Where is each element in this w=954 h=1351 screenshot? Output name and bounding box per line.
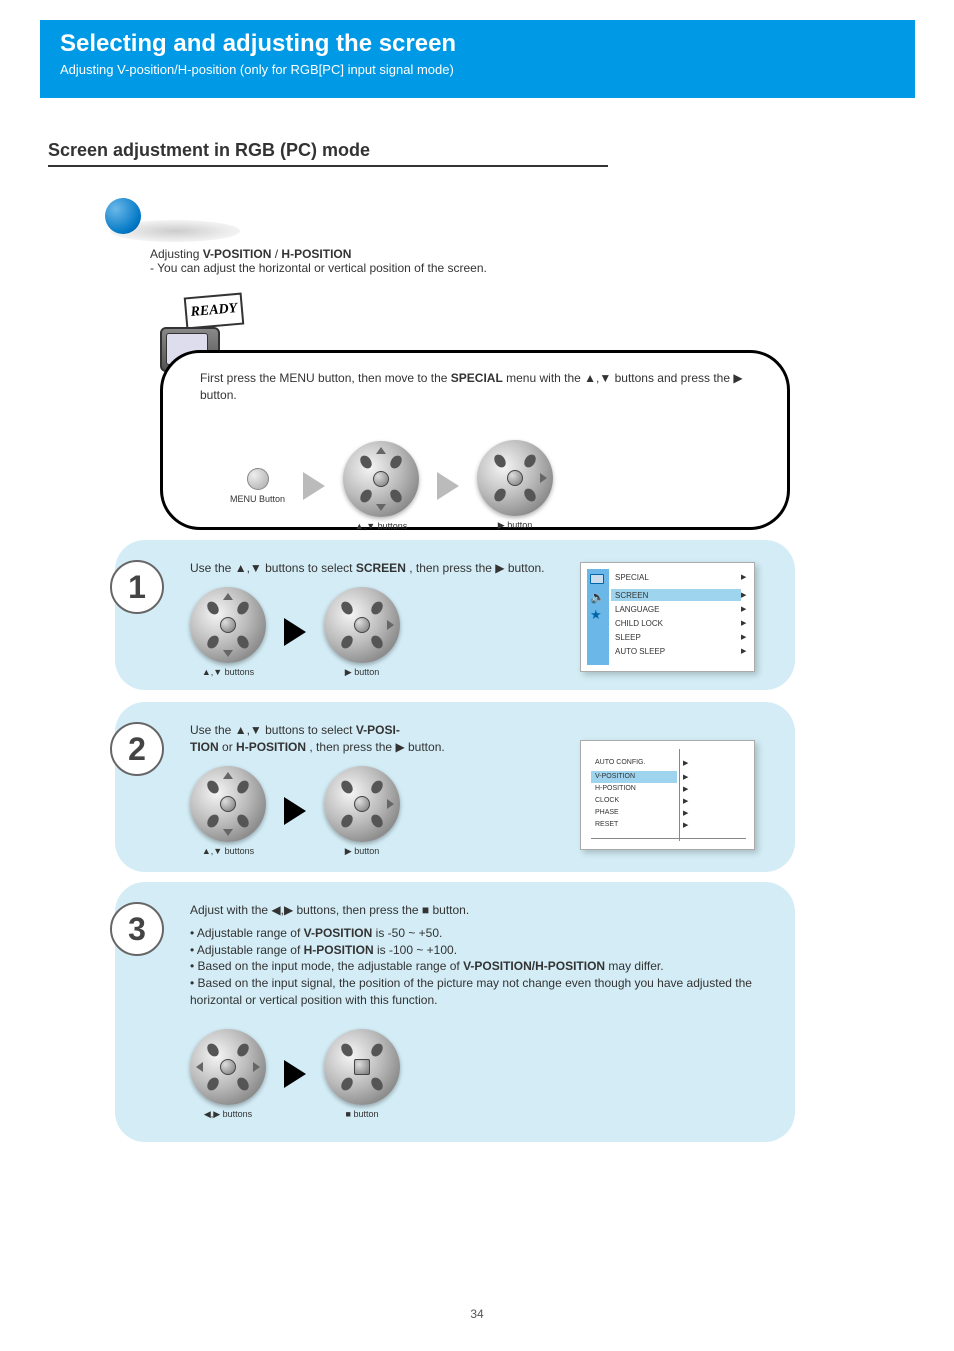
s1-right-label: ▶ button bbox=[345, 667, 379, 678]
osd-arrow: ▶ bbox=[741, 647, 747, 655]
right-label: ▶ button bbox=[477, 520, 553, 531]
s3-b2-b: H-POSITION bbox=[304, 943, 374, 957]
osd-item: LANGUAGE bbox=[615, 605, 659, 614]
s3-enter-label: ■ button bbox=[346, 1109, 379, 1119]
bubble-text: First press the MENU button, then move t… bbox=[200, 370, 770, 404]
s1-updown-label: ▲,▼ buttons bbox=[202, 667, 254, 677]
dpad-icon bbox=[190, 766, 266, 842]
osd-item: H-POSITION bbox=[595, 785, 636, 792]
menu-button-icon bbox=[247, 468, 269, 490]
osd-item: SPECIAL bbox=[615, 573, 649, 582]
osd-arrow: ▶ bbox=[741, 573, 747, 581]
menu-button-label: MENU Button bbox=[230, 494, 285, 504]
osd-arrow: ▶ bbox=[683, 821, 688, 829]
arrow-icon bbox=[284, 1060, 306, 1088]
step-3-panel: 3 Adjust with the ◀,▶ buttons, then pres… bbox=[115, 882, 795, 1142]
osd-hbar bbox=[591, 838, 746, 839]
s2-post: , then press the ▶ button. bbox=[309, 740, 444, 754]
dpad-icon bbox=[477, 440, 553, 516]
osd-item: PHASE bbox=[595, 809, 619, 816]
step-2-number: 2 bbox=[110, 722, 164, 776]
s3-b1-post: is -50 ~ +50. bbox=[376, 926, 443, 940]
osd-arrow: ▶ bbox=[683, 773, 688, 781]
page-title: Selecting and adjusting the screen bbox=[60, 30, 895, 58]
osd-item: CLOCK bbox=[595, 797, 619, 804]
dpad-icon bbox=[190, 587, 266, 663]
step-3-text: Adjust with the ◀,▶ buttons, then press … bbox=[190, 902, 775, 1009]
bubble-controls: MENU Button ▲,▼ buttons ▶ button bbox=[230, 440, 553, 531]
s3-line1: Adjust with the ◀,▶ buttons, then press … bbox=[190, 902, 775, 919]
intro-text: Adjusting V-POSITION / H-POSITION - You … bbox=[150, 247, 770, 275]
s3-b1-pre: • Adjustable range of bbox=[190, 926, 304, 940]
dpad-icon bbox=[324, 1029, 400, 1105]
logo-sphere bbox=[105, 198, 141, 234]
speaker-icon: 🔈 bbox=[590, 591, 606, 605]
s1-b: SCREEN bbox=[356, 561, 406, 575]
arrow-icon bbox=[284, 797, 306, 825]
osd-arrow: ▶ bbox=[741, 605, 747, 613]
dpad-icon bbox=[324, 587, 400, 663]
s3-lr-label: ◀,▶ buttons bbox=[204, 1109, 252, 1120]
s2-right-label: ▶ button bbox=[345, 846, 379, 857]
dpad-icon bbox=[190, 1029, 266, 1105]
s3-b2-pre: • Adjustable range of bbox=[190, 943, 304, 957]
s3-b3-post: may differ. bbox=[608, 959, 663, 973]
bubble-b: SPECIAL bbox=[451, 371, 503, 385]
osd-item: CHILD LOCK bbox=[615, 619, 663, 628]
osd-item: AUTO CONFIG. bbox=[595, 759, 645, 766]
section-title: Screen adjustment in RGB (PC) mode bbox=[48, 140, 608, 167]
page-header: Selecting and adjusting the screen Adjus… bbox=[40, 20, 915, 98]
arrow-icon bbox=[284, 618, 306, 646]
osd-arrow: ▶ bbox=[683, 797, 688, 805]
osd-arrow: ▶ bbox=[741, 633, 747, 641]
s2-or: or bbox=[222, 740, 236, 754]
page-subtitle: Adjusting V-position/H-position (only fo… bbox=[60, 62, 895, 77]
s1-pre: Use the ▲,▼ buttons to select bbox=[190, 561, 356, 575]
osd-item: SCREEN bbox=[615, 591, 648, 600]
osd-item: AUTO SLEEP bbox=[615, 647, 665, 656]
arrow-icon bbox=[437, 472, 459, 500]
arrow-icon bbox=[303, 472, 325, 500]
s3-b1-b: V-POSITION bbox=[304, 926, 373, 940]
star-icon: ★ bbox=[590, 609, 606, 623]
intro-rest: - You can adjust the horizontal or verti… bbox=[150, 261, 487, 275]
osd-screenshot-2: AUTO CONFIG. V-POSITION H-POSITION CLOCK… bbox=[580, 740, 755, 850]
osd-item: V-POSITION bbox=[595, 773, 635, 780]
intro-pre: Adjusting bbox=[150, 247, 203, 261]
dpad-icon bbox=[324, 766, 400, 842]
osd-item: RESET bbox=[595, 821, 618, 828]
osd-item: SLEEP bbox=[615, 633, 641, 642]
s2-b1: V-POSI- bbox=[356, 723, 400, 737]
osd-arrow: ▶ bbox=[741, 619, 747, 627]
s3-b2-post: is -100 ~ +100. bbox=[377, 943, 457, 957]
step-1-number: 1 bbox=[110, 560, 164, 614]
osd-arrow: ▶ bbox=[741, 591, 747, 599]
s2-updown-label: ▲,▼ buttons bbox=[202, 846, 254, 856]
dpad-icon bbox=[343, 441, 419, 517]
tv-icon bbox=[590, 573, 606, 587]
step-3-controls: ◀,▶ buttons ■ button bbox=[190, 1029, 775, 1120]
osd-vbar bbox=[679, 749, 680, 841]
updown-label: ▲,▼ buttons bbox=[343, 521, 419, 531]
intro-b1: V-POSITION bbox=[203, 247, 272, 261]
osd-arrow: ▶ bbox=[683, 759, 688, 767]
osd-screenshot-1: 🔈 ★ SPECIAL SCREEN LANGUAGE CHILD LOCK S… bbox=[580, 562, 755, 672]
s3-b3-pre: • Based on the input mode, the adjustabl… bbox=[190, 959, 463, 973]
s3-b3-b: V-POSITION/H-POSITION bbox=[463, 959, 605, 973]
s2-b2: H-POSITION bbox=[236, 740, 306, 754]
s3-b4: • Based on the input signal, the positio… bbox=[190, 975, 775, 1009]
osd-arrow: ▶ bbox=[683, 809, 688, 817]
bubble-pre: First press the MENU button, then move t… bbox=[200, 371, 451, 385]
page-number: 34 bbox=[0, 1307, 954, 1321]
intro-b2: H-POSITION bbox=[281, 247, 351, 261]
ready-sign: READY bbox=[184, 293, 245, 330]
step-3-number: 3 bbox=[110, 902, 164, 956]
s2-pre: Use the ▲,▼ buttons to select bbox=[190, 723, 356, 737]
s1-post: , then press the ▶ button. bbox=[409, 561, 544, 575]
osd-arrow: ▶ bbox=[683, 785, 688, 793]
s2-b1b: TION bbox=[190, 740, 219, 754]
